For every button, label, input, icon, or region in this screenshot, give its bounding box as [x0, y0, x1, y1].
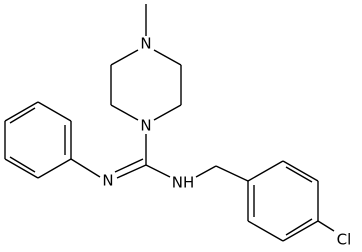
atom-label: N	[140, 35, 151, 53]
atom-label: N	[102, 172, 113, 190]
atom-label: NH	[172, 174, 195, 192]
bonds	[4, 4, 335, 242]
atom-label: N	[140, 117, 151, 135]
atom-label: Cl	[337, 231, 352, 249]
